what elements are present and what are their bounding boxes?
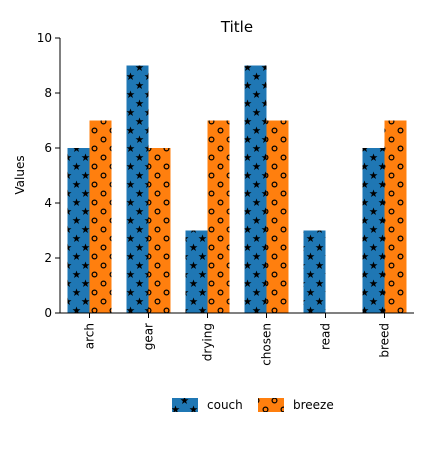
y-tick-label: 10 [37, 31, 52, 45]
bar-breeze-chosen [266, 120, 289, 313]
bar-couch-breed [362, 148, 385, 313]
bar-couch-chosen [244, 65, 267, 313]
bar-breeze-arch [89, 120, 112, 313]
y-tick-label: 6 [44, 141, 52, 155]
bar-breeze-drying [207, 120, 230, 313]
chart-title: Title [220, 18, 253, 36]
legend-swatch-couch [172, 398, 198, 412]
x-tick-label: read [319, 323, 333, 350]
bar-couch-gear [126, 65, 149, 313]
y-tick-label: 0 [44, 306, 52, 320]
bar-couch-read [303, 230, 326, 313]
legend: couch breeze [172, 398, 334, 412]
x-tick-label: gear [142, 323, 156, 350]
x-tick-label: chosen [260, 323, 274, 366]
bar-couch-arch [67, 148, 90, 313]
y-axis-label: Values [13, 155, 27, 194]
y-tick-label: 2 [44, 251, 52, 265]
bar-breeze-breed [384, 120, 407, 313]
bars-layer [67, 65, 407, 313]
x-tick-label: breed [378, 323, 392, 358]
bar-couch-drying [185, 230, 208, 313]
bar-breeze-gear [148, 148, 171, 313]
y-tick-label: 8 [44, 86, 52, 100]
x-tick-label: arch [83, 323, 97, 349]
legend-swatch-breeze [258, 398, 284, 412]
x-tick-label: drying [201, 323, 215, 361]
y-tick-label: 4 [44, 196, 52, 210]
ticks-layer: arch gear drying chosen read breed 0 2 4 6 8 10 [37, 31, 392, 366]
legend-label-breeze: breeze [293, 398, 334, 412]
legend-label-couch: couch [207, 398, 243, 412]
